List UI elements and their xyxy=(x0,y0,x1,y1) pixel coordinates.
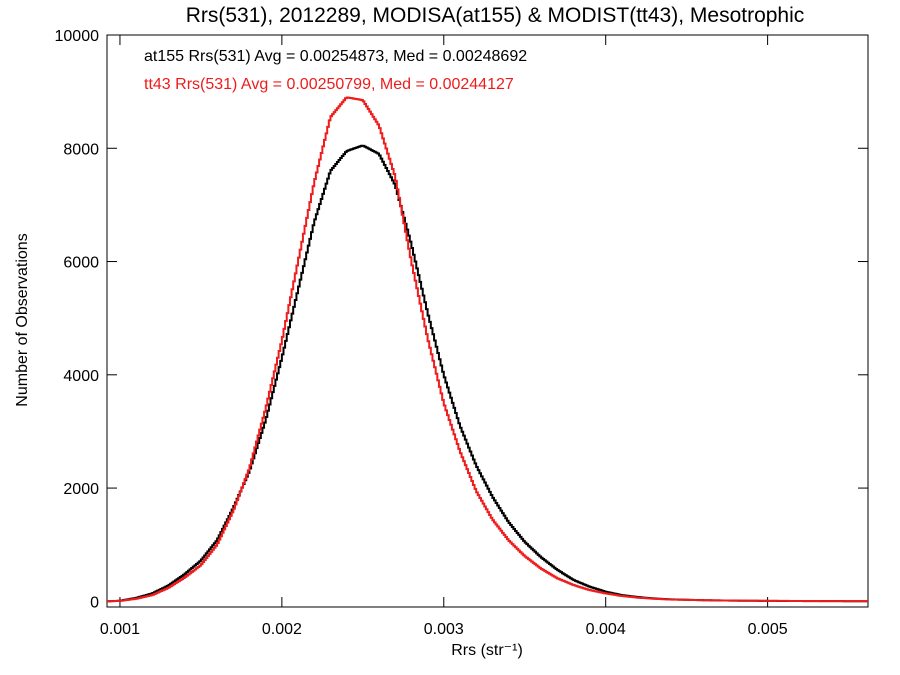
x-axis: 0.001 0.002 0.003 0.004 0.005 xyxy=(100,35,788,638)
legend-entry-1: at155 Rrs(531) Avg = 0.00254873, Med = 0… xyxy=(144,48,527,65)
y-tick-label: 0 xyxy=(90,594,99,611)
x-tick-label: 0.003 xyxy=(424,621,464,638)
y-axis-label: Number of Observations xyxy=(14,233,31,406)
series-layer xyxy=(107,96,868,603)
x-tick-label: 0.002 xyxy=(262,621,302,638)
x-tick-label: 0.005 xyxy=(748,621,788,638)
y-axis: 0 2000 4000 6000 8000 10000 xyxy=(55,28,868,611)
plot-area xyxy=(106,34,869,608)
y-tick-label: 2000 xyxy=(63,481,99,498)
y-tick-label: 10000 xyxy=(55,28,100,45)
legend: at155 Rrs(531) Avg = 0.00254873, Med = 0… xyxy=(144,48,527,93)
legend-entry-2: tt43 Rrs(531) Avg = 0.00250799, Med = 0.… xyxy=(144,76,514,93)
x-tick-label: 0.001 xyxy=(100,621,140,638)
series-line-2 xyxy=(107,96,868,603)
y-tick-label: 4000 xyxy=(63,368,99,385)
plot-frame xyxy=(106,34,869,608)
y-tick-label: 8000 xyxy=(63,141,99,158)
x-tick-label: 0.004 xyxy=(586,621,626,638)
x-axis-label: Rrs (str⁻¹) xyxy=(451,642,523,659)
y-tick-label: 6000 xyxy=(63,255,99,272)
chart-title: Rrs(531), 2012289, MODISA(at155) & MODIS… xyxy=(186,4,805,27)
